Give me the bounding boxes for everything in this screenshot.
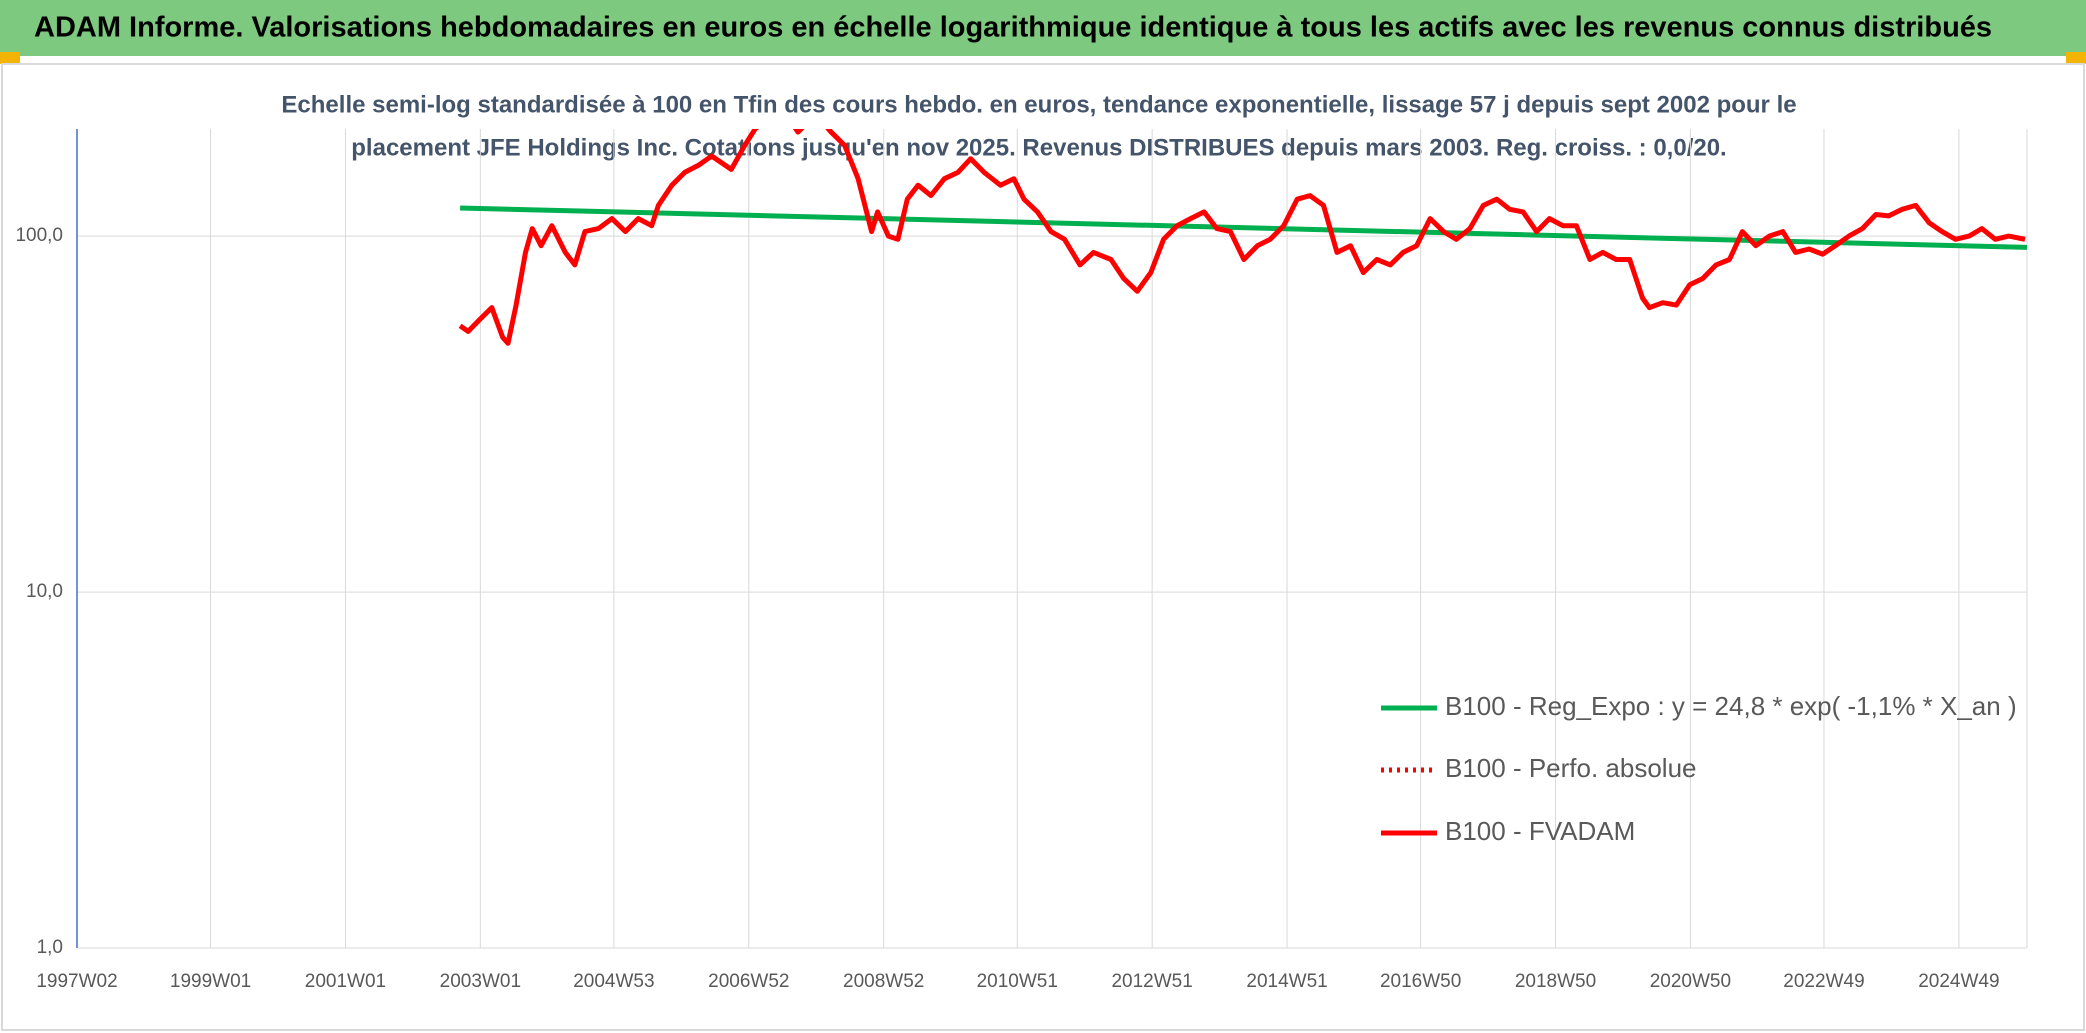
corner-mark — [0, 52, 20, 64]
chart-frame — [1, 63, 2085, 1031]
header-bar — [0, 0, 2086, 56]
x-tick-label: 2008W52 — [843, 971, 924, 992]
y-tick-label: 100,0 — [15, 225, 63, 246]
x-tick-label: 2022W49 — [1783, 971, 1864, 992]
x-tick-label: 2003W01 — [440, 971, 521, 992]
x-tick-label: 2006W52 — [708, 971, 789, 992]
x-tick-label: 2014W51 — [1246, 971, 1327, 992]
chart-subtitle: Echelle semi-log standardisée à 100 en T… — [281, 91, 1796, 118]
legend-label: B100 - FVADAM — [1445, 816, 1635, 846]
series-line — [458, 129, 2026, 346]
x-tick-label: 2018W50 — [1515, 971, 1596, 992]
x-tick-label: 2024W49 — [1918, 971, 1999, 992]
x-tick-label: 2020W50 — [1650, 971, 1731, 992]
x-tick-label: 2016W50 — [1380, 971, 1461, 992]
x-tick-label: 2004W53 — [573, 971, 654, 992]
x-tick-label: 1997W02 — [36, 971, 117, 992]
legend-label: B100 - Perfo. absolue — [1445, 753, 1697, 783]
legend: B100 - Reg_Expo : y = 24,8 * exp( -1,1% … — [1381, 691, 2017, 846]
legend-label: B100 - Reg_Expo : y = 24,8 * exp( -1,1% … — [1445, 691, 2017, 721]
chart-subtitle: placement JFE Holdings Inc. Cotations ju… — [351, 134, 1726, 161]
x-tick-label: 1999W01 — [170, 971, 251, 992]
plot-area — [458, 129, 2027, 346]
corner-mark — [2066, 52, 2086, 64]
y-tick-label: 1,0 — [37, 937, 63, 958]
y-tick-label: 10,0 — [26, 581, 63, 602]
x-tick-label: 2010W51 — [977, 971, 1058, 992]
chart-title: ADAM Informe. Valorisations hebdomadaire… — [34, 12, 1992, 44]
x-tick-label: 2012W51 — [1111, 971, 1192, 992]
x-tick-label: 2001W01 — [305, 971, 386, 992]
